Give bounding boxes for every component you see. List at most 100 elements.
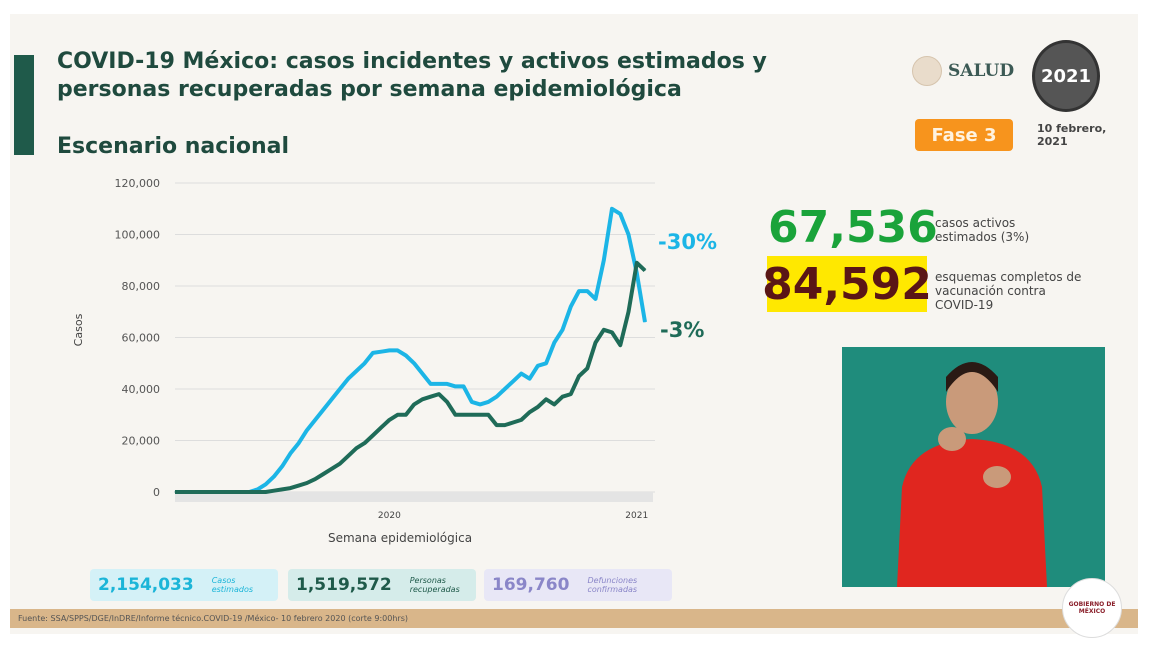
y-tick-label: 60,000 [122, 332, 161, 345]
data-point [471, 414, 473, 416]
data-point [223, 491, 225, 493]
data-point [339, 388, 341, 390]
chart: 0 20,000 40,000 60,000 80,000 100,000 120,000 2… [72, 177, 655, 545]
data-point [529, 411, 531, 413]
seal-icon [912, 56, 942, 86]
data-point [240, 491, 242, 493]
data-point [537, 365, 539, 367]
x-axis-label: Semana epidemiológica [328, 531, 472, 545]
data-point [496, 424, 498, 426]
data-point [256, 491, 258, 493]
series-line-0 [175, 206, 647, 494]
sign-language-video [842, 347, 1105, 587]
data-point [306, 429, 308, 431]
data-point [595, 342, 597, 344]
data-point [281, 465, 283, 467]
y-tick-label: 100,000 [115, 229, 161, 242]
data-point [207, 491, 209, 493]
data-point [322, 409, 324, 411]
data-point [628, 234, 630, 235]
data-point [364, 362, 366, 364]
data-point [537, 406, 539, 408]
stat-value: 2,154,033 [98, 575, 194, 595]
page-subtitle: Escenario nacional [57, 134, 290, 159]
data-point [496, 396, 498, 398]
data-point [545, 362, 547, 364]
data-point [463, 414, 465, 416]
source-footer: Fuente: SSA/SPPS/DGE/InDRE/Informe técni… [10, 609, 1138, 628]
data-point [430, 396, 432, 398]
data-point [265, 491, 267, 493]
data-point [446, 383, 448, 385]
stat-box: 1,519,572 Personas recuperadas [288, 569, 476, 601]
data-point [372, 434, 374, 436]
stat-box: 169,760 Defunciones confirmadas [484, 569, 672, 601]
data-point [438, 383, 440, 385]
data-point [529, 378, 531, 380]
data-point [636, 262, 638, 264]
data-point [628, 311, 630, 313]
data-point [562, 396, 564, 398]
stat-label: Casos estimados [211, 576, 254, 594]
data-point [611, 331, 613, 333]
stat-box: 2,154,033 Casos estimados [90, 569, 278, 601]
data-point [570, 306, 572, 308]
data-point [421, 373, 423, 375]
data-point [487, 401, 489, 403]
x-axis-band [175, 492, 653, 502]
data-point [545, 398, 547, 400]
data-point [603, 259, 605, 261]
data-point [355, 447, 357, 449]
stat-label: Defunciones confirmadas [587, 576, 638, 594]
data-point [248, 491, 250, 493]
data-point [446, 401, 448, 403]
data-point [364, 442, 366, 444]
data-point [586, 290, 588, 292]
data-point [388, 349, 390, 351]
data-point [520, 373, 522, 375]
gobierno-mexico-logo: GOBIERNO DE MÉXICO [1062, 578, 1122, 638]
x-tick-label: 2020 [378, 511, 401, 521]
y-tick-label: 0 [153, 486, 160, 499]
data-point [553, 342, 555, 344]
data-point [314, 419, 316, 421]
data-point [595, 298, 597, 300]
stat-label: Personas recuperadas [409, 576, 460, 594]
data-point [504, 388, 506, 390]
vaccination-label: esquemas completos de vacunación contra … [935, 270, 1082, 312]
series-line-1 [175, 260, 647, 494]
data-point [298, 442, 300, 444]
date: 10 febrero, 2021 [1037, 122, 1107, 148]
data-point [430, 383, 432, 385]
data-point [471, 401, 473, 403]
data-point [397, 349, 399, 351]
data-point [479, 414, 481, 416]
y-axis-label: Casos [72, 313, 85, 346]
data-point [372, 352, 374, 354]
data-point [463, 385, 465, 387]
data-point [232, 491, 234, 493]
data-point [347, 378, 349, 380]
data-point [265, 483, 267, 485]
data-point [273, 490, 275, 492]
data-point [380, 427, 382, 429]
data-point [586, 367, 588, 369]
data-point [322, 473, 324, 475]
data-point [190, 491, 192, 493]
data-point [520, 419, 522, 421]
data-point [347, 455, 349, 457]
data-point [380, 351, 382, 353]
data-point [298, 485, 300, 487]
data-point [578, 290, 580, 292]
salud-logo-text: SALUD [948, 61, 1015, 81]
vaccination-value: 84,592 [762, 256, 932, 312]
data-point [174, 491, 176, 493]
data-point [562, 329, 564, 331]
data-point [331, 468, 333, 470]
data-point [421, 398, 423, 400]
data-point [314, 478, 316, 480]
data-point [512, 421, 514, 423]
data-point [397, 414, 399, 416]
stat-value: 1,519,572 [296, 575, 392, 595]
data-point [611, 208, 613, 210]
